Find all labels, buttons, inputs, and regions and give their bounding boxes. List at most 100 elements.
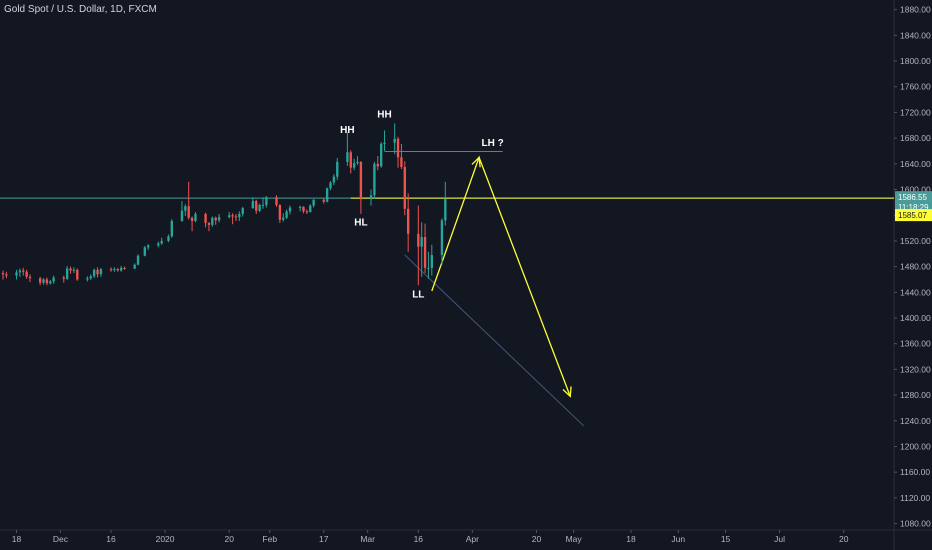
candle-body (28, 276, 32, 279)
candle (352, 158, 356, 171)
y-tick-label: 1080.00 (900, 519, 931, 529)
candle (417, 205, 420, 286)
candle-body (116, 269, 119, 271)
candle (89, 274, 92, 281)
candle-body (211, 217, 214, 225)
candle (1, 270, 5, 280)
candle-body (18, 270, 22, 273)
candle-body (369, 195, 373, 200)
candle (69, 266, 72, 274)
candle-body (312, 199, 315, 206)
candle-body (76, 269, 79, 280)
candle (119, 265, 123, 272)
candle-body (430, 255, 433, 268)
candle-body (258, 204, 261, 211)
candle (379, 141, 383, 168)
x-tick-label: Mar (360, 534, 375, 544)
y-tick-label: 1280.00 (900, 390, 931, 400)
candle-body (383, 142, 386, 144)
candle-body (69, 268, 72, 271)
candle (113, 267, 116, 272)
candle-body (376, 163, 379, 167)
annotation-hl: HL (354, 217, 367, 228)
candle-body (1, 273, 5, 275)
candle-body (22, 270, 25, 272)
x-tick-label: Feb (262, 534, 277, 544)
y-tick-label: 1720.00 (900, 107, 931, 117)
candle (96, 267, 99, 278)
y-tick-label: 1480.00 (900, 262, 931, 272)
candle (228, 212, 231, 219)
x-tick-label: 2020 (156, 534, 175, 544)
candle (15, 269, 18, 280)
candle-body (329, 182, 332, 189)
candle (393, 123, 396, 155)
candle-body (288, 207, 292, 212)
candle (45, 277, 49, 286)
candle-body (406, 208, 410, 234)
candle (211, 216, 214, 227)
candle (116, 267, 119, 272)
candle (180, 201, 184, 222)
candle-body (309, 205, 312, 212)
candle-body (45, 279, 49, 284)
x-tick-label: 18 (12, 534, 22, 544)
candle-body (265, 197, 268, 205)
candle-body (228, 215, 231, 218)
candle-body (427, 267, 430, 269)
candle-body (352, 163, 356, 168)
y-tick-label: 1760.00 (900, 82, 931, 92)
candle (275, 195, 278, 207)
candle-body (444, 198, 447, 221)
candle (136, 254, 140, 266)
candle (42, 278, 45, 285)
candle-body (190, 217, 194, 221)
candle-body (241, 208, 244, 214)
candle (65, 265, 69, 281)
candle-body (278, 204, 282, 220)
candle (403, 161, 406, 216)
candle-body (204, 213, 207, 223)
candle (329, 181, 332, 191)
candle (52, 275, 55, 284)
secondary-price-badge-bg (895, 209, 932, 222)
candle (406, 193, 410, 252)
candle (217, 213, 221, 223)
candle-body (379, 143, 383, 167)
candle-body (336, 161, 339, 177)
candle (444, 181, 447, 226)
x-tick-label: Jul (774, 534, 785, 544)
candle-body (184, 206, 187, 211)
y-tick-label: 1120.00 (900, 493, 930, 503)
candle (204, 212, 207, 228)
candle-body (119, 267, 123, 271)
candle-body (282, 217, 285, 220)
x-tick-label: 17 (319, 534, 329, 544)
candle-body (72, 269, 76, 271)
candle-body (325, 188, 329, 202)
candle (214, 216, 217, 225)
y-tick-label: 1880.00 (900, 5, 931, 15)
candle-body (234, 216, 238, 218)
candle (322, 198, 325, 204)
x-tick-label: Apr (466, 534, 479, 544)
candle-body (251, 201, 255, 209)
candle-body (207, 222, 211, 225)
candle (123, 266, 126, 270)
candle (356, 156, 359, 166)
candle (423, 223, 427, 274)
candle (309, 204, 312, 213)
candle-body (136, 255, 140, 265)
candle-body (99, 269, 103, 275)
candle-body (167, 236, 170, 241)
candle-body (15, 272, 18, 276)
x-tick-label: Dec (53, 534, 69, 544)
candle-body (298, 206, 302, 208)
projection-path (431, 155, 571, 397)
candle (427, 251, 430, 279)
candle (285, 209, 288, 220)
annotation-ll: LL (412, 289, 424, 300)
